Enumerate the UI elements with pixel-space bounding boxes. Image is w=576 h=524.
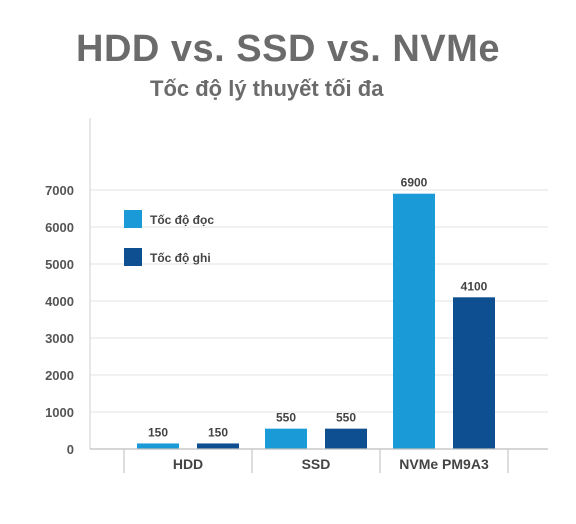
y-axis: 0 1000 2000 3000 4000 5000 6000 7000 bbox=[45, 118, 91, 457]
data-label: 6900 bbox=[401, 176, 428, 190]
y-tick-label: 2000 bbox=[45, 368, 74, 383]
data-label: 550 bbox=[276, 411, 296, 425]
x-tick-label: HDD bbox=[173, 456, 203, 472]
x-tick-label: NVMe PM9A3 bbox=[399, 456, 489, 472]
data-label: 150 bbox=[148, 425, 168, 439]
y-tick-label: 3000 bbox=[45, 331, 74, 346]
data-label: 150 bbox=[208, 425, 228, 439]
data-label: 550 bbox=[336, 411, 356, 425]
y-tick-label: 0 bbox=[67, 442, 74, 457]
y-tick-label: 1000 bbox=[45, 405, 74, 420]
bar-nvme-pm9a3-write bbox=[453, 297, 495, 449]
data-label: 4100 bbox=[461, 279, 488, 293]
y-tick-label: 7000 bbox=[45, 183, 74, 198]
y-tick-label: 5000 bbox=[45, 257, 74, 272]
legend: Tốc độ đọc Tốc độ ghi bbox=[124, 210, 214, 266]
x-tick-label: SSD bbox=[302, 456, 331, 472]
legend-label: Tốc độ ghi bbox=[150, 251, 211, 265]
legend-label: Tốc độ đọc bbox=[150, 213, 214, 227]
bar-ssd-read bbox=[265, 428, 307, 449]
bar-ssd-write bbox=[325, 428, 367, 449]
legend-swatch bbox=[124, 210, 142, 228]
y-tick-label: 4000 bbox=[45, 294, 74, 309]
bar-hdd-write bbox=[197, 443, 239, 449]
chart-title: HDD vs. SSD vs. NVMe bbox=[76, 28, 500, 70]
bar-hdd-read bbox=[137, 443, 179, 449]
bar-nvme-pm9a3-read bbox=[393, 193, 435, 449]
legend-swatch bbox=[124, 248, 142, 266]
x-axis: HDD SSD NVMe PM9A3 bbox=[90, 448, 548, 473]
y-tick-label: 6000 bbox=[45, 220, 74, 235]
chart-subtitle: Tốc độ lý thuyết tối đa bbox=[150, 76, 384, 101]
bars: 150 150 550 550 6900 4100 bbox=[137, 176, 495, 449]
